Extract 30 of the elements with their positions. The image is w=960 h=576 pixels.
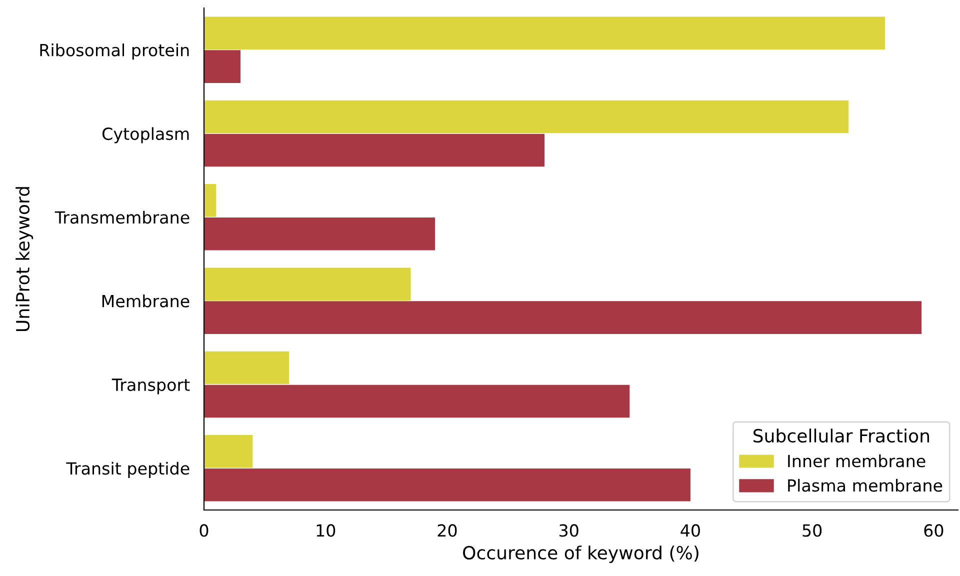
x-tick-label: 0 [200, 524, 208, 537]
legend-label: Plasma membrane [788, 478, 942, 492]
legend-title: Subcellular Fraction [754, 428, 929, 443]
bar [204, 50, 240, 83]
bar [204, 134, 545, 167]
legend-label: Inner membrane [788, 454, 926, 468]
y-axis-title: UniProt keyword [16, 187, 34, 331]
x-tick-label: 50 [802, 524, 822, 537]
bar [204, 435, 253, 468]
bar [204, 218, 436, 250]
bar [204, 384, 630, 418]
y-tick-label: Transport [112, 378, 190, 394]
x-tick-label: 10 [316, 524, 336, 537]
bar [204, 301, 922, 334]
bar [204, 184, 216, 217]
x-tick-label: 20 [438, 524, 457, 537]
y-tick-label: Ribosomal protein [40, 44, 189, 60]
y-tick-label: Cytoplasm [102, 127, 189, 144]
x-tick-label: 60 [924, 524, 944, 537]
x-tick-label: 40 [680, 524, 700, 537]
bar [204, 100, 849, 134]
bar [204, 16, 886, 50]
bar [204, 268, 411, 300]
y-tick-label: Transmembrane [54, 210, 190, 224]
y-tick-label: Transit peptide [66, 462, 190, 478]
x-tick-label: 30 [560, 524, 578, 537]
y-tick-label: Membrane [102, 294, 190, 308]
bar [204, 351, 290, 384]
bar [204, 468, 690, 502]
x-axis-title: Occurence of keyword (%) [463, 546, 698, 564]
